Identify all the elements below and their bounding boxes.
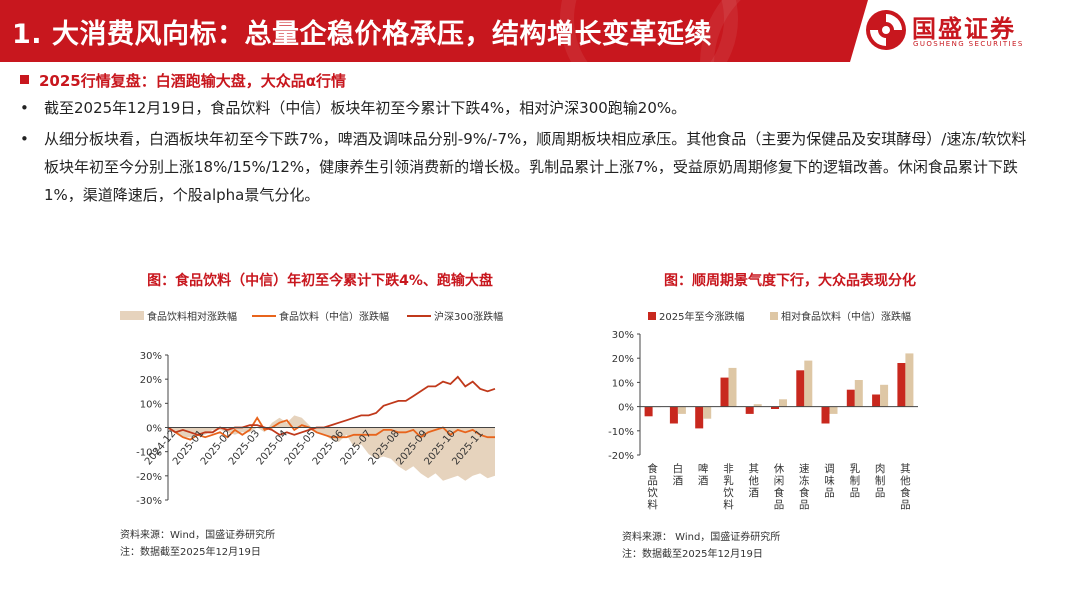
- right-chart-title: 图：顺周期景气度下行，大众品表现分化: [664, 273, 916, 289]
- logo-swirl-icon: [866, 10, 906, 50]
- y-tick-label: 0%: [618, 403, 634, 414]
- right-chart-source: 资料来源： Wind，国盛证券研究所: [622, 532, 781, 543]
- section-heading: 2025行情复盘：白酒跑输大盘，大众品α行情: [20, 70, 346, 91]
- legend-label: 食品饮料（中信）涨跌幅: [279, 310, 389, 323]
- bar-relative: [753, 404, 762, 407]
- bar-ytd: [872, 394, 881, 407]
- y-tick-label: 10%: [612, 378, 634, 389]
- legend-label: 沪深300涨跌幅: [434, 310, 503, 323]
- bullet-dot-icon: •: [20, 130, 29, 148]
- y-tick-label: -10%: [136, 448, 162, 459]
- y-tick-label: 0%: [146, 424, 162, 435]
- x-category-label: 非乳饮料: [723, 463, 734, 511]
- series-area-relative: [168, 415, 495, 481]
- page-title: 1. 大消费风向标：总量企稳价格承压，结构增长变革延续: [12, 19, 712, 50]
- y-tick-label: 30%: [612, 330, 634, 341]
- bullet-item: • 从细分板块看，白酒板块年初至今下跌7%，啤酒及调味品分别-9%/-7%，顺周…: [20, 125, 1040, 209]
- left-chart-note: 注：数据截至2025年12月19日: [120, 547, 261, 558]
- x-category-label: 白酒: [673, 462, 684, 487]
- bar-relative: [854, 380, 863, 407]
- bullet-text: 从细分板块看，白酒板块年初至今下跌7%，啤酒及调味品分别-9%/-7%，顺周期板…: [44, 130, 1027, 204]
- header-bar: 1. 大消费风向标：总量企稳价格承压，结构增长变革延续 国盛证券 GUOSHEN…: [0, 0, 1067, 62]
- bar-relative: [703, 406, 712, 419]
- bar-ytd: [669, 406, 678, 424]
- y-tick-label: -10%: [608, 427, 634, 438]
- x-category-label: 啤酒: [698, 463, 709, 487]
- series-line-csi300: [167, 375, 496, 436]
- series-line-sector: [167, 416, 495, 441]
- legend-swatch: [120, 311, 144, 320]
- bar-ytd: [644, 406, 653, 417]
- x-category-label: 食品饮料: [647, 462, 658, 511]
- x-category-label: 肉制品: [875, 462, 886, 499]
- y-tick-label: -30%: [136, 496, 162, 507]
- logo-subtext: GUOSHENG SECURITIES: [913, 40, 1024, 48]
- left-chart-source: 资料来源：Wind，国盛证券研究所: [120, 530, 276, 541]
- bullet-dot-icon: •: [20, 99, 29, 117]
- bar-ytd: [821, 406, 830, 424]
- bar-ytd: [745, 406, 754, 414]
- y-tick-label: -20%: [608, 451, 634, 462]
- bar-ytd: [846, 389, 855, 407]
- bar-ytd: [771, 406, 779, 409]
- y-tick-label: 10%: [140, 399, 162, 410]
- y-tick-label: -20%: [136, 472, 162, 483]
- x-category-label: 乳制品: [850, 462, 861, 499]
- bar-relative: [728, 367, 737, 407]
- section-heading-text: 2025行情复盘：白酒跑输大盘，大众品α行情: [39, 72, 347, 90]
- bar-ytd: [796, 370, 805, 407]
- legend-swatch: [648, 312, 656, 320]
- bar-relative: [677, 406, 686, 414]
- bar-relative: [880, 384, 889, 407]
- bar-relative: [779, 399, 787, 407]
- bar-relative: [804, 360, 813, 407]
- bar-ytd: [720, 377, 729, 407]
- logo-text: 国盛证券: [912, 15, 1016, 43]
- legend-swatch: [770, 312, 778, 320]
- y-tick-label: 30%: [140, 351, 162, 362]
- legend-label: 相对食品饮料（中信）涨跌幅: [781, 310, 911, 323]
- bar-relative: [829, 406, 838, 414]
- bullet-text: 截至2025年12月19日，食品饮料（中信）板块年初至今累计下跌4%，相对沪深3…: [44, 99, 687, 117]
- x-category-label: 速冻食品: [799, 463, 810, 511]
- bar-relative: [905, 353, 914, 407]
- y-tick-label: 20%: [140, 375, 162, 386]
- legend-label: 2025年至今涨跌幅: [659, 310, 744, 323]
- right-chart-note: 注：数据截至2025年12月19日: [622, 549, 763, 560]
- x-category-label: 休闲食品: [774, 463, 785, 511]
- x-category-label: 调味品: [824, 463, 835, 499]
- right-bar-chart: 2025年至今涨跌幅 相对食品饮料（中信）涨跌幅 30% 20% 10% 0% -10% -2…: [608, 310, 918, 511]
- x-category-label: 其他食品: [900, 463, 911, 511]
- x-category-label: 其他酒: [748, 463, 759, 499]
- bar-ytd: [695, 406, 704, 429]
- left-chart-title: 图：食品饮料（中信）年初至今累计下跌4%、跑输大盘: [147, 273, 493, 289]
- y-tick-label: 20%: [612, 354, 634, 365]
- left-line-chart: 食品饮料相对涨跌幅 食品饮料（中信）涨跌幅 沪深300涨跌幅 30% 20% 10% 0% -…: [120, 310, 503, 507]
- square-bullet-icon: [20, 75, 29, 84]
- legend-label: 食品饮料相对涨跌幅: [147, 310, 237, 323]
- brand-logo: 国盛证券 GUOSHENG SECURITIES: [850, 0, 1067, 62]
- bar-ytd: [897, 363, 906, 407]
